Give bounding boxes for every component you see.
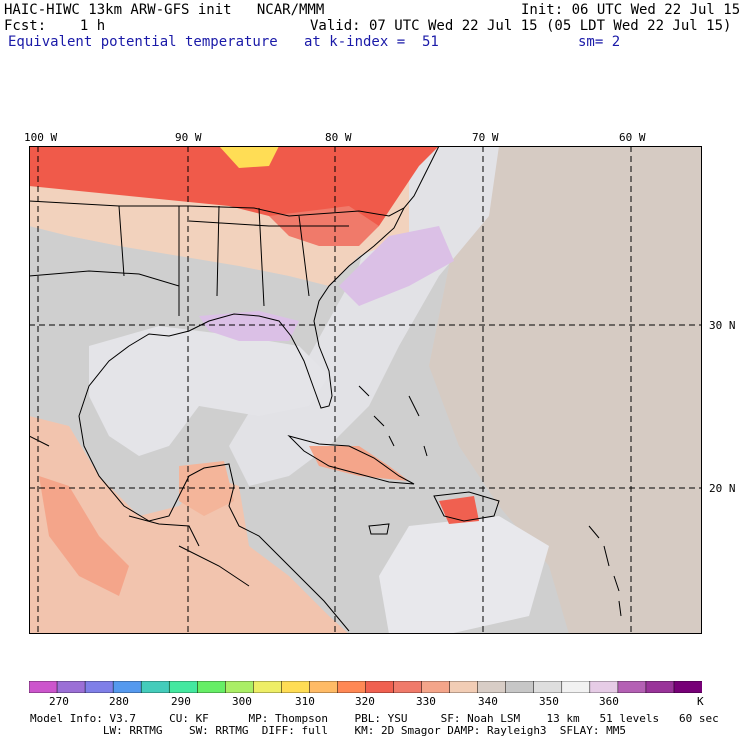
- colorbar-swatch: [673, 681, 702, 693]
- model-title: HAIC-HIWC 13km ARW-GFS init NCAR/MMM: [4, 2, 325, 18]
- lat-label-30n: 30 N: [709, 319, 736, 332]
- colorbar-swatch: [561, 681, 591, 693]
- colorbar-label-360: 360: [599, 695, 619, 708]
- lon-label-100w: 100 W: [24, 131, 58, 144]
- smoothing: sm= 2: [578, 34, 621, 50]
- colorbar-swatch: [140, 681, 170, 693]
- level-index: at k-index = 51: [304, 34, 439, 50]
- colorbar-label-290: 290: [171, 695, 191, 708]
- colorbar-swatch: [477, 681, 507, 693]
- colorbar-swatch: [309, 681, 339, 693]
- forecast-hour: Fcst: 1 h: [4, 18, 106, 34]
- colorbar-swatch: [56, 681, 86, 693]
- model-info-line1: Model Info: V3.7 CU: KF MP: Thompson PBL…: [30, 712, 719, 725]
- light-caribbean-south: [379, 516, 549, 634]
- colorbar-label-330: 330: [416, 695, 436, 708]
- tan-region-east: [429, 146, 702, 634]
- coastlines: [29, 146, 622, 632]
- colorbar-swatch: [589, 681, 619, 693]
- colorbar-label-310: 310: [295, 695, 315, 708]
- lavender-gulf: [199, 311, 299, 341]
- field-name: Equivalent potential temperature: [8, 34, 278, 50]
- colorbar-swatch: [533, 681, 563, 693]
- colorbar-label-350: 350: [539, 695, 559, 708]
- colorbar-label-340: 340: [478, 695, 498, 708]
- salmon-mexico: [39, 476, 129, 596]
- colorbar-swatch: [645, 681, 675, 693]
- lat-label-20n: 20 N: [709, 482, 736, 495]
- lon-label-70w: 70 W: [472, 131, 499, 144]
- colorbar-swatch: [168, 681, 199, 693]
- colorbar-swatch: [365, 681, 395, 693]
- colorbar-label-300: 300: [232, 695, 252, 708]
- colorbar-swatch: [505, 681, 535, 693]
- yucatan-warm: [179, 461, 234, 516]
- colorbar-swatch: [421, 681, 451, 693]
- graticule: [29, 146, 702, 634]
- colorbar-swatch: [225, 681, 255, 693]
- theta-e-map: [29, 146, 702, 634]
- colorbar-label-320: 320: [355, 695, 375, 708]
- lon-label-90w: 90 W: [175, 131, 202, 144]
- colorbar-swatch: [393, 681, 423, 693]
- colorbar: [29, 681, 702, 693]
- colorbar-swatch: [29, 681, 58, 693]
- lon-label-80w: 80 W: [325, 131, 352, 144]
- colorbar-swatch: [84, 681, 114, 693]
- colorbar-swatch: [617, 681, 647, 693]
- colorbar-unit: K: [697, 695, 704, 708]
- colorbar-swatch: [112, 681, 142, 693]
- colorbar-swatch: [281, 681, 311, 693]
- map-frame: [29, 146, 702, 634]
- colorbar-swatch: [337, 681, 367, 693]
- cuba-warm: [309, 446, 409, 481]
- colorbar-label-280: 280: [109, 695, 129, 708]
- yellow-patch: [219, 146, 279, 168]
- colorbar-swatch: [449, 681, 479, 693]
- colorbar-swatch: [253, 681, 283, 693]
- valid-time: Valid: 07 UTC Wed 22 Jul 15 (05 LDT Wed …: [310, 18, 732, 34]
- init-time: Init: 06 UTC Wed 22 Jul 15: [521, 2, 740, 18]
- colorbar-label-270: 270: [49, 695, 69, 708]
- model-info-line2: LW: RRTMG SW: RRTMG DIFF: full KM: 2D Sm…: [30, 724, 627, 737]
- colorbar-swatch: [197, 681, 227, 693]
- light-gulf: [89, 326, 329, 456]
- lavender-atlantic: [339, 226, 454, 306]
- lon-label-60w: 60 W: [619, 131, 646, 144]
